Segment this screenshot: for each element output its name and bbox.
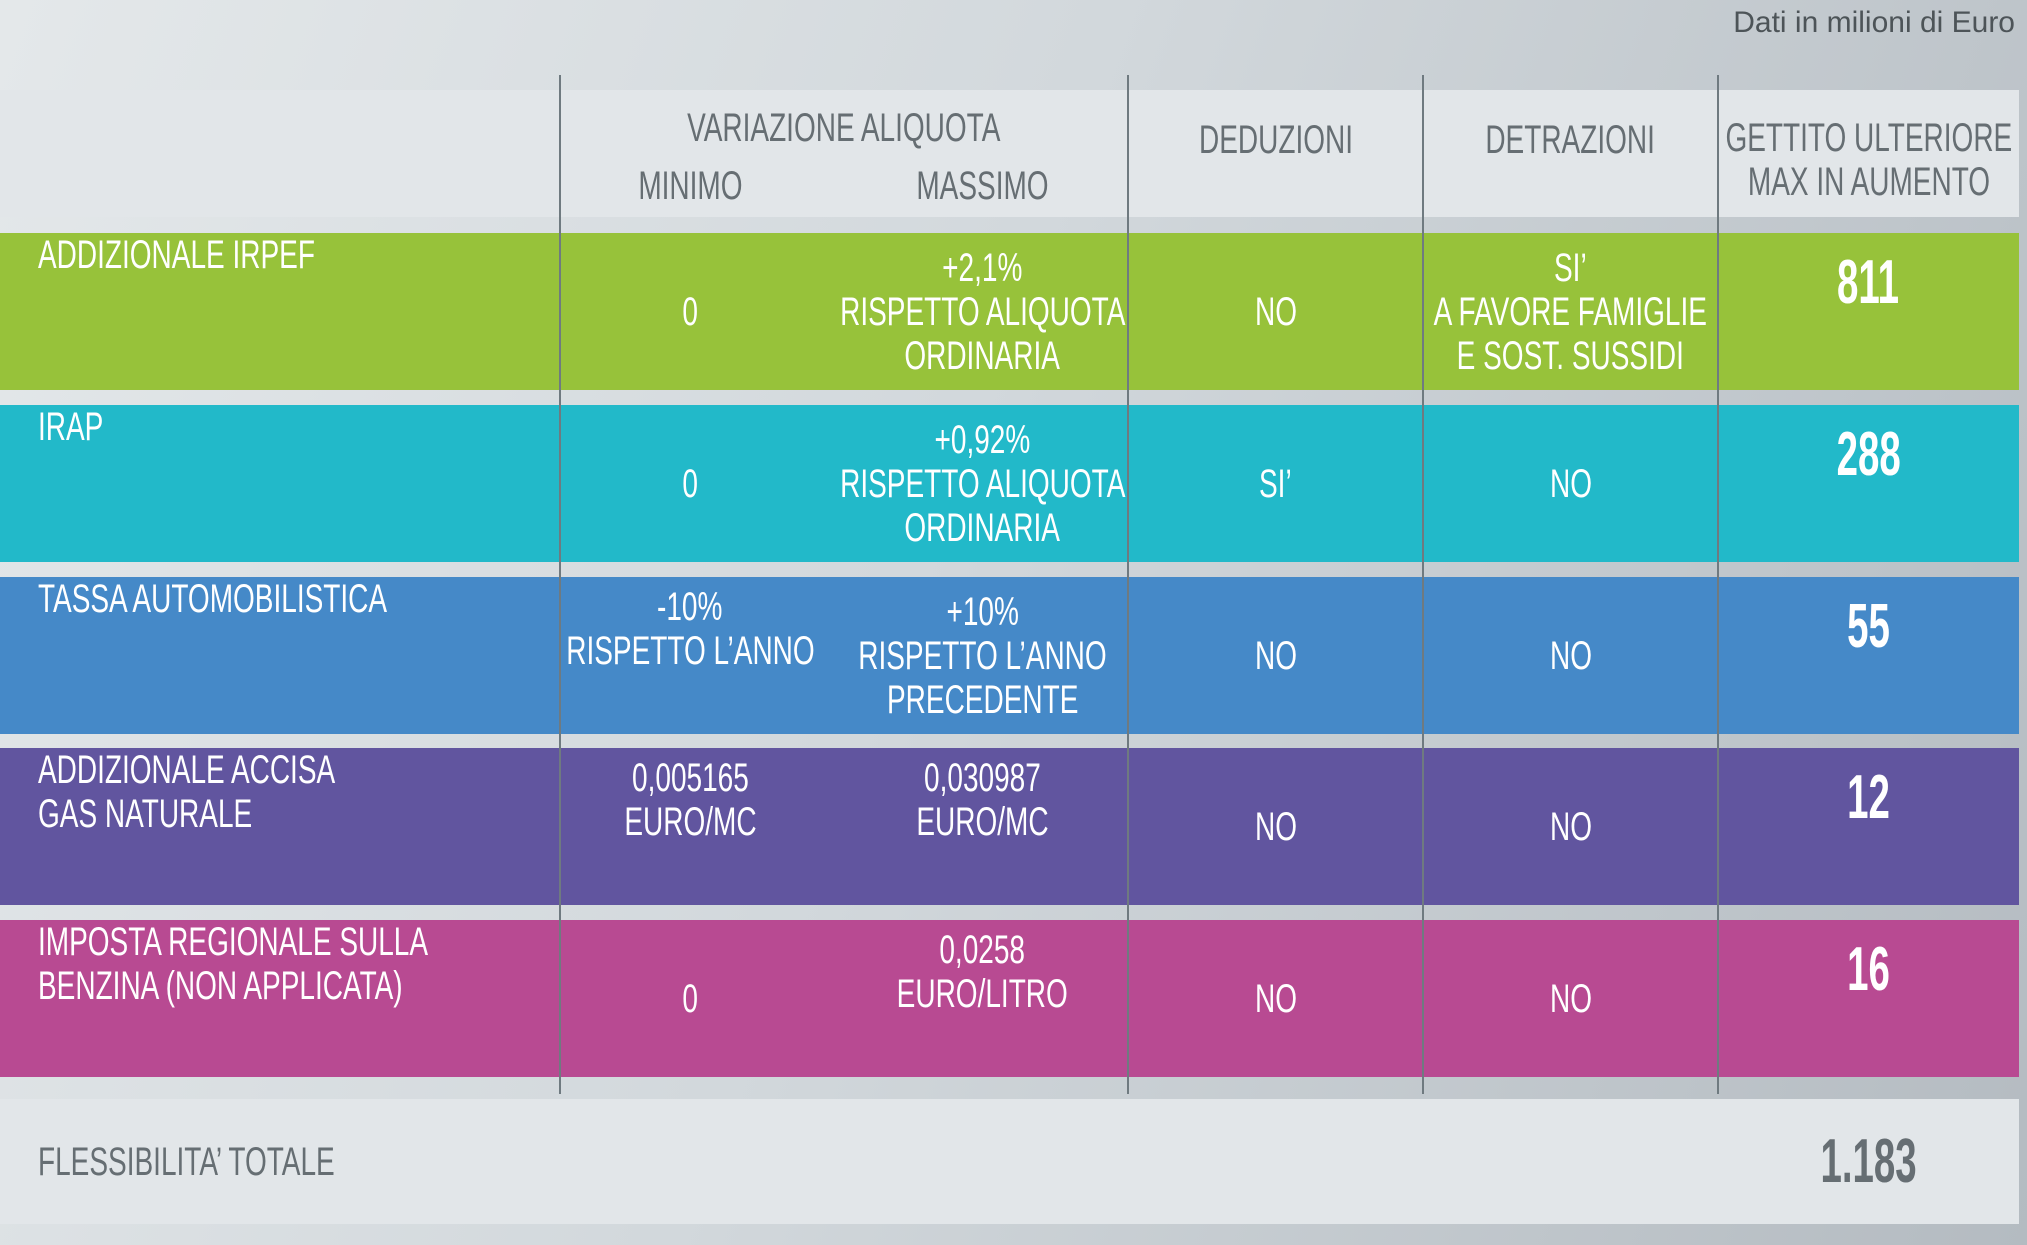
cell-text: EURO/MC	[916, 800, 1049, 844]
table-header	[0, 90, 2019, 217]
cell-text: NO	[1549, 804, 1592, 849]
cell-text: RISPETTO ALIQUOTA	[839, 289, 1126, 334]
total-row	[0, 1099, 2019, 1224]
cell-text: -10%	[657, 585, 723, 629]
cell-gettito: 55	[1718, 577, 2019, 734]
cell-label: IRAP	[0, 405, 598, 562]
header-minimo: MINIMO	[637, 163, 743, 208]
cell-text: ORDINARIA	[904, 505, 1061, 550]
cell-text: TASSA AUTOMOBILISTICA	[38, 577, 388, 621]
cell-text: 811	[1837, 248, 1900, 317]
cell-text: 288	[1836, 420, 1901, 489]
cell-massimo: +10% RISPETTO L’ANNO PRECEDENTE	[850, 577, 1115, 734]
cell-gettito: 16	[1718, 920, 2019, 1077]
table-row	[0, 748, 2019, 905]
column-divider	[1717, 75, 1719, 1094]
cell-text: 55	[1847, 592, 1890, 661]
cell-text: PRECEDENTE	[886, 677, 1079, 722]
cell-text: E SOST. SUSSIDI	[1456, 333, 1685, 378]
cell-text: EURO/LITRO	[896, 972, 1069, 1016]
cell-text: NO	[1254, 289, 1297, 334]
cell-detrazioni: SI’ A FAVORE FAMIGLIE E SOST. SUSSIDI	[1423, 233, 1718, 390]
cell-massimo: +2,1% RISPETTO ALIQUOTA ORDINARIA	[840, 233, 1125, 390]
cell-text: 0	[682, 289, 698, 334]
cell-text: 16	[1847, 935, 1890, 1004]
cell-gettito: 12	[1718, 748, 2019, 905]
cell-text: RISPETTO L’ANNO	[858, 633, 1107, 678]
cell-massimo: 0,0258 EURO/LITRO	[850, 920, 1115, 1077]
cell-text: GAS NATURALE	[38, 792, 253, 836]
cell-deduzioni: NO	[1128, 748, 1423, 905]
table-row	[0, 577, 2019, 734]
cell-text: RISPETTO L’ANNO	[565, 629, 815, 673]
cell-minimo: 0,005165 EURO/MC	[560, 748, 820, 905]
cell-text: 0,0258	[939, 928, 1026, 972]
header-detrazioni: DETRAZIONI	[1485, 118, 1656, 162]
cell-text: +2,1%	[942, 245, 1023, 290]
cell-gettito: 811	[1718, 233, 2019, 390]
cell-text: ADDIZIONALE ACCISA	[38, 748, 336, 792]
column-divider	[1422, 75, 1424, 1094]
cell-text: ADDIZIONALE IRPEF	[38, 233, 315, 277]
cell-text: 0,030987	[924, 756, 1041, 800]
cell-text: NO	[1254, 633, 1297, 678]
cell-text: 12	[1847, 763, 1890, 832]
cell-detrazioni: NO	[1423, 920, 1718, 1077]
units-note: Dati in milioni di Euro	[1733, 6, 2015, 39]
cell-label: ADDIZIONALE IRPEF	[0, 233, 598, 390]
cell-text: IMPOSTA REGIONALE SULLA	[38, 920, 429, 964]
table-row	[0, 233, 2019, 390]
header-variazione: VARIAZIONE ALIQUOTA	[687, 105, 1001, 150]
header-deduzioni: DEDUZIONI	[1198, 118, 1353, 162]
cell-deduzioni: NO	[1128, 920, 1423, 1077]
cell-text: 0	[682, 976, 698, 1021]
header-massimo: MASSIMO	[916, 163, 1049, 208]
total-label: FLESSIBILITA’ TOTALE	[38, 1139, 335, 1184]
column-divider	[1127, 75, 1129, 1094]
total-value: 1.183	[1820, 1126, 1917, 1196]
cell-text: SI’	[1259, 461, 1292, 506]
cell-minimo: -10% RISPETTO L’ANNO	[560, 577, 820, 734]
cell-deduzioni: NO	[1128, 577, 1423, 734]
header-gettito: GETTITO ULTERIORE MAX IN AUMENTO	[1725, 116, 2012, 204]
cell-label: TASSA AUTOMOBILISTICA	[0, 577, 598, 734]
cell-deduzioni: NO	[1128, 233, 1423, 390]
cell-text: NO	[1549, 461, 1592, 506]
table-row	[0, 405, 2019, 562]
cell-text: NO	[1549, 976, 1592, 1021]
cell-text: A FAVORE FAMIGLIE	[1433, 289, 1708, 334]
cell-text: NO	[1254, 804, 1297, 849]
cell-deduzioni: SI’	[1128, 405, 1423, 562]
cell-text: NO	[1549, 633, 1592, 678]
cell-detrazioni: NO	[1423, 577, 1718, 734]
cell-massimo: 0,030987 EURO/MC	[850, 748, 1115, 905]
cell-text: 0,005165	[631, 756, 749, 800]
cell-gettito: 288	[1718, 405, 2019, 562]
cell-detrazioni: NO	[1423, 405, 1718, 562]
cell-minimo: 0	[560, 233, 820, 390]
cell-text: 0	[682, 461, 698, 506]
cell-massimo: +0,92% RISPETTO ALIQUOTA ORDINARIA	[840, 405, 1125, 562]
table-row	[0, 920, 2019, 1077]
cell-text: BENZINA (NON APPLICATA)	[38, 964, 403, 1008]
column-divider	[559, 75, 561, 1094]
cell-text: EURO/MC	[623, 800, 757, 844]
cell-text: ORDINARIA	[904, 333, 1061, 378]
cell-text: RISPETTO ALIQUOTA	[839, 461, 1126, 506]
cell-text: NO	[1254, 976, 1297, 1021]
cell-text: SI’	[1554, 245, 1587, 290]
cell-text: +0,92%	[934, 417, 1031, 462]
cell-text: +10%	[946, 589, 1019, 634]
cell-minimo: 0	[560, 405, 820, 562]
cell-detrazioni: NO	[1423, 748, 1718, 905]
cell-label: ADDIZIONALE ACCISA GAS NATURALE	[0, 748, 598, 905]
cell-minimo: 0	[560, 920, 820, 1077]
cell-label: IMPOSTA REGIONALE SULLA BENZINA (NON APPL…	[0, 920, 598, 1077]
cell-text: IRAP	[38, 405, 104, 449]
